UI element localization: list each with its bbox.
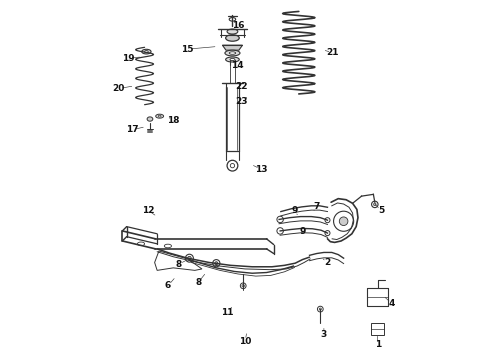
Polygon shape (222, 45, 243, 50)
Text: 14: 14 (231, 61, 244, 70)
Text: 3: 3 (321, 330, 327, 339)
Text: 17: 17 (126, 125, 138, 134)
Text: 18: 18 (167, 116, 179, 125)
Ellipse shape (142, 49, 151, 54)
Text: 9: 9 (299, 228, 306, 237)
Text: 10: 10 (239, 337, 251, 346)
Ellipse shape (319, 308, 321, 310)
Text: 22: 22 (235, 82, 247, 91)
Ellipse shape (373, 203, 376, 206)
Text: 8: 8 (195, 278, 201, 287)
Text: 20: 20 (113, 84, 125, 93)
Circle shape (339, 217, 348, 226)
Text: 21: 21 (327, 48, 339, 57)
Text: 23: 23 (235, 96, 247, 105)
Text: 9: 9 (291, 206, 298, 215)
Ellipse shape (147, 117, 153, 121)
Ellipse shape (188, 256, 191, 260)
Ellipse shape (227, 29, 238, 34)
Text: 2: 2 (324, 258, 331, 267)
Text: 1: 1 (374, 341, 381, 350)
Text: 13: 13 (255, 165, 268, 174)
Text: 15: 15 (181, 45, 194, 54)
Ellipse shape (225, 35, 239, 41)
Text: 12: 12 (142, 206, 154, 215)
Ellipse shape (225, 57, 239, 62)
Ellipse shape (215, 262, 218, 265)
Ellipse shape (230, 58, 235, 60)
Ellipse shape (229, 52, 236, 54)
Bar (370, 323, 384, 335)
Text: 5: 5 (378, 206, 384, 215)
Text: 7: 7 (314, 202, 320, 211)
Text: 16: 16 (232, 21, 244, 30)
Ellipse shape (145, 50, 148, 53)
Text: 8: 8 (175, 260, 182, 269)
Text: 11: 11 (221, 308, 233, 317)
Text: 6: 6 (165, 281, 171, 290)
Ellipse shape (158, 115, 161, 117)
Ellipse shape (242, 284, 245, 287)
Ellipse shape (156, 114, 164, 118)
Text: 4: 4 (389, 299, 395, 308)
Text: 19: 19 (122, 54, 135, 63)
Ellipse shape (225, 50, 240, 56)
